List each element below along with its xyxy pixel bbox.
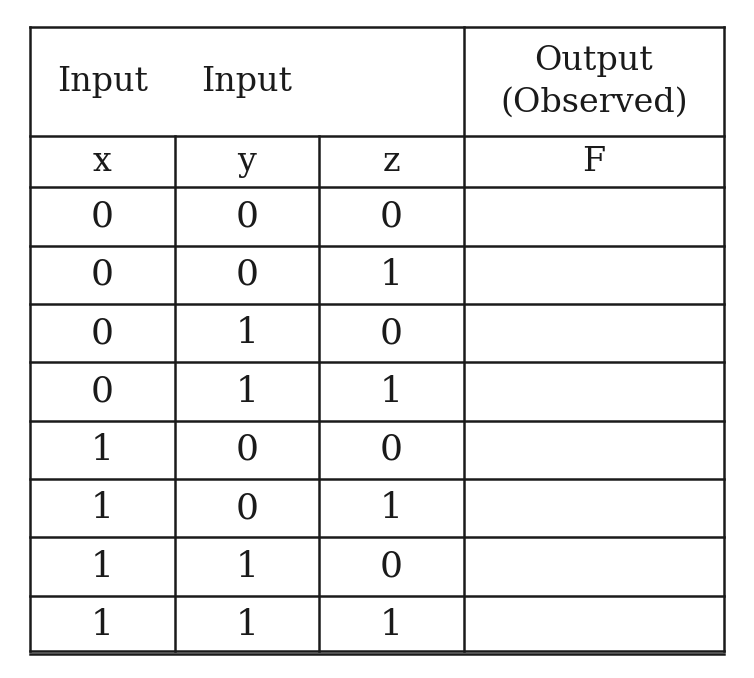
Text: 1: 1 <box>235 374 259 409</box>
Text: 1: 1 <box>91 433 114 467</box>
Text: 0: 0 <box>91 258 114 292</box>
Text: 0: 0 <box>380 433 403 467</box>
Text: 0: 0 <box>91 316 114 351</box>
Text: 1: 1 <box>235 549 259 584</box>
Text: 0: 0 <box>380 199 403 234</box>
Text: y: y <box>238 146 256 178</box>
Text: 0: 0 <box>380 316 403 351</box>
Text: Input: Input <box>201 66 293 98</box>
Text: 1: 1 <box>91 549 114 584</box>
Text: F: F <box>582 146 605 178</box>
Text: z: z <box>382 146 400 178</box>
Text: 0: 0 <box>380 549 403 584</box>
Text: 0: 0 <box>235 258 259 292</box>
Text: 1: 1 <box>380 374 403 409</box>
Text: 0: 0 <box>235 433 259 467</box>
Text: Input: Input <box>57 66 148 98</box>
Text: x: x <box>93 146 112 178</box>
Text: 0: 0 <box>91 199 114 234</box>
Text: 0: 0 <box>235 199 259 234</box>
Text: 1: 1 <box>380 491 403 525</box>
Text: 1: 1 <box>380 608 403 642</box>
Text: Output
(Observed): Output (Observed) <box>500 45 688 119</box>
Text: 0: 0 <box>235 491 259 525</box>
Text: 1: 1 <box>380 258 403 292</box>
Text: 1: 1 <box>91 491 114 525</box>
Text: 0: 0 <box>91 374 114 409</box>
Text: 1: 1 <box>91 608 114 642</box>
Text: 1: 1 <box>235 608 259 642</box>
Text: 1: 1 <box>235 316 259 351</box>
